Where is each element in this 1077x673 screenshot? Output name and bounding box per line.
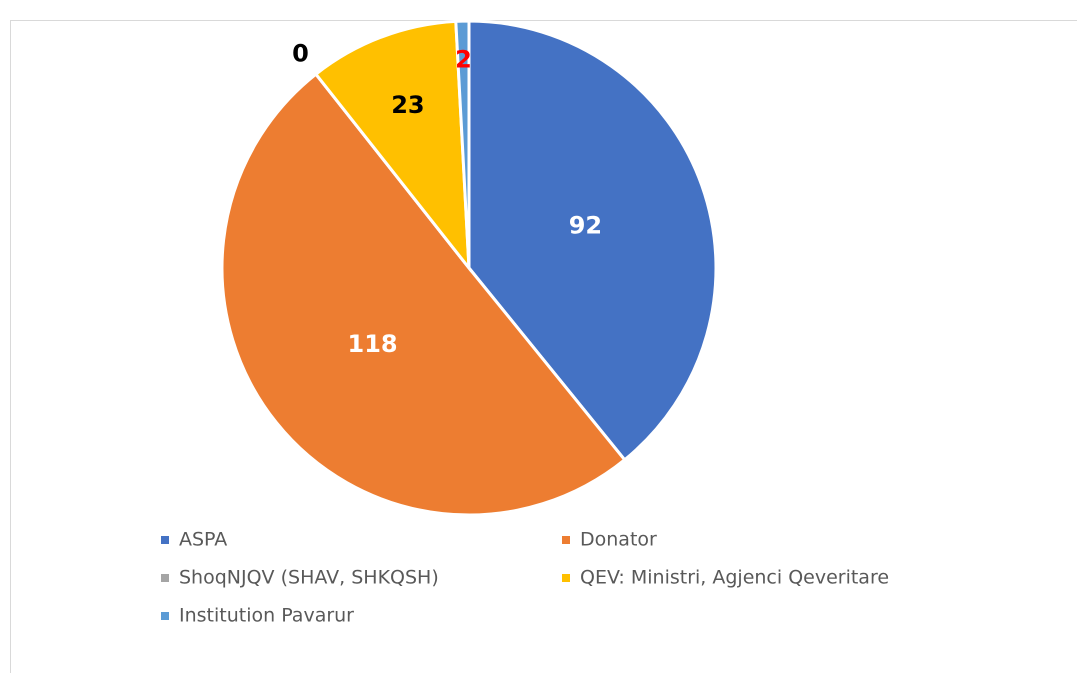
data-label: 23 — [391, 91, 424, 119]
legend-label: Institution Pavarur — [179, 605, 354, 627]
data-label: 0 — [292, 40, 309, 68]
legend-swatch — [562, 536, 570, 544]
legend-label: Donator — [580, 529, 657, 551]
legend-label: QEV: Ministri, Agjenci Qeveritare — [580, 567, 889, 589]
pie-slice — [467, 19, 718, 462]
data-label: 92 — [569, 212, 602, 240]
legend-label: ASPA — [179, 529, 227, 551]
legend-swatch — [562, 574, 570, 582]
pie-slice — [313, 19, 471, 273]
legend-swatch — [161, 574, 169, 582]
pie-slice — [454, 19, 471, 269]
pie-slice — [220, 72, 627, 517]
legend-swatch — [161, 536, 169, 544]
legend-label: ShoqNJQV (SHAV, SHKQSH) — [179, 567, 439, 589]
legend-swatch — [161, 612, 169, 620]
data-label: 2 — [455, 46, 472, 74]
data-label: 118 — [348, 330, 398, 358]
